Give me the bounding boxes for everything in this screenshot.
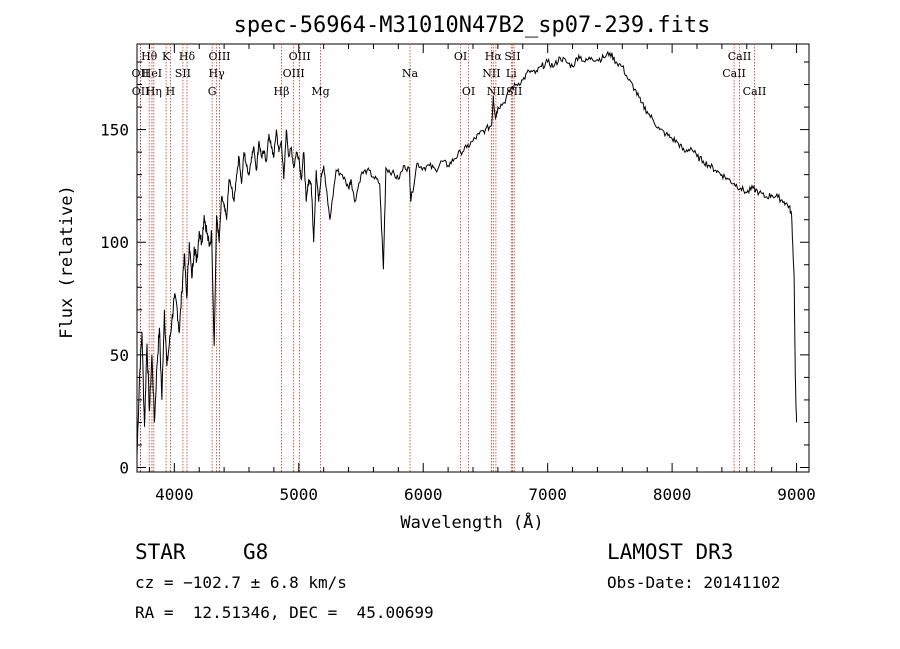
spectral-line-label: Hθ — [141, 50, 158, 63]
spectral-line-label: OIII — [208, 50, 230, 63]
y-tick-label: 0 — [119, 458, 129, 477]
coordinates: RA = 12.51346, DEC = 45.00699 — [135, 603, 434, 622]
x-tick-label: 8000 — [653, 485, 692, 504]
spectral-line-label: Na — [402, 67, 419, 80]
spectral-line-label: Li — [506, 67, 517, 80]
object-subclass: G8 — [243, 540, 269, 564]
spectral-line-label: OII — [132, 67, 150, 80]
chart-title: spec-56964-M31010N47B2_sp07-239.fits — [234, 13, 711, 38]
x-tick-label: 4000 — [155, 485, 194, 504]
spectral-line-label: K — [162, 50, 171, 63]
spectral-line-label: Mg — [311, 85, 329, 98]
spectrum-series — [136, 50, 798, 457]
x-tick-label: 9000 — [777, 485, 816, 504]
plot-frame — [136, 43, 810, 473]
survey-name: LAMOST DR3 — [607, 540, 734, 564]
velocity-text: cz = −102.7 ± 6.8 km/s — [135, 573, 347, 592]
spectral-line-label: H — [166, 85, 176, 98]
spectral-line-label: HeI — [142, 67, 162, 80]
spectral-line-label: SII — [175, 67, 191, 80]
spectral-line-label: Hα — [485, 50, 503, 63]
object-class: STAR — [135, 540, 186, 564]
spectrum-line — [136, 50, 798, 457]
spectral-line-label: SII — [504, 50, 520, 63]
spectral-line-label: Hδ — [179, 50, 196, 63]
spectral-line-label: OII — [132, 85, 150, 98]
spectral-line-label: CaII — [728, 50, 752, 63]
spectral-line-label: Hγ — [209, 67, 226, 80]
y-axis-label: Flux (relative) — [57, 185, 77, 339]
x-tick-label: 6000 — [404, 485, 443, 504]
x-tick-label: 7000 — [528, 485, 567, 504]
axis-ticks: 4000 5000 6000 7000 8000 9000 0 50 100 150 — [100, 44, 816, 504]
spectral-line-label: OI — [462, 85, 475, 98]
obs-date: Obs-Date: 20141102 — [607, 573, 781, 592]
y-tick-label: 100 — [100, 233, 129, 252]
x-axis-label: Wavelength (Å) — [400, 511, 543, 533]
spectral-line-label: Hη — [146, 85, 162, 98]
spectral-line-label: G — [208, 85, 217, 98]
y-tick-label: 50 — [110, 346, 129, 365]
spectral-line-label: CaII — [743, 85, 767, 98]
spectral-line-label: SII — [506, 85, 522, 98]
y-tick-label: 150 — [100, 121, 129, 140]
spectral-line-label: NII — [487, 85, 505, 98]
spectral-line-label: OIII — [283, 67, 305, 80]
spectral-line-label: Hβ — [274, 85, 290, 98]
x-tick-label: 5000 — [280, 485, 319, 504]
spectral-line-label: OI — [454, 50, 467, 63]
spectral-line-label: OIII — [289, 50, 311, 63]
spectral-line-markers: HθOIIOIIHeIHηKHSIIHδGOIIIHγHβOIIIOIIIMgN… — [132, 44, 767, 472]
spectral-line-label: NII — [482, 67, 500, 80]
spectral-line-label: CaII — [722, 67, 746, 80]
